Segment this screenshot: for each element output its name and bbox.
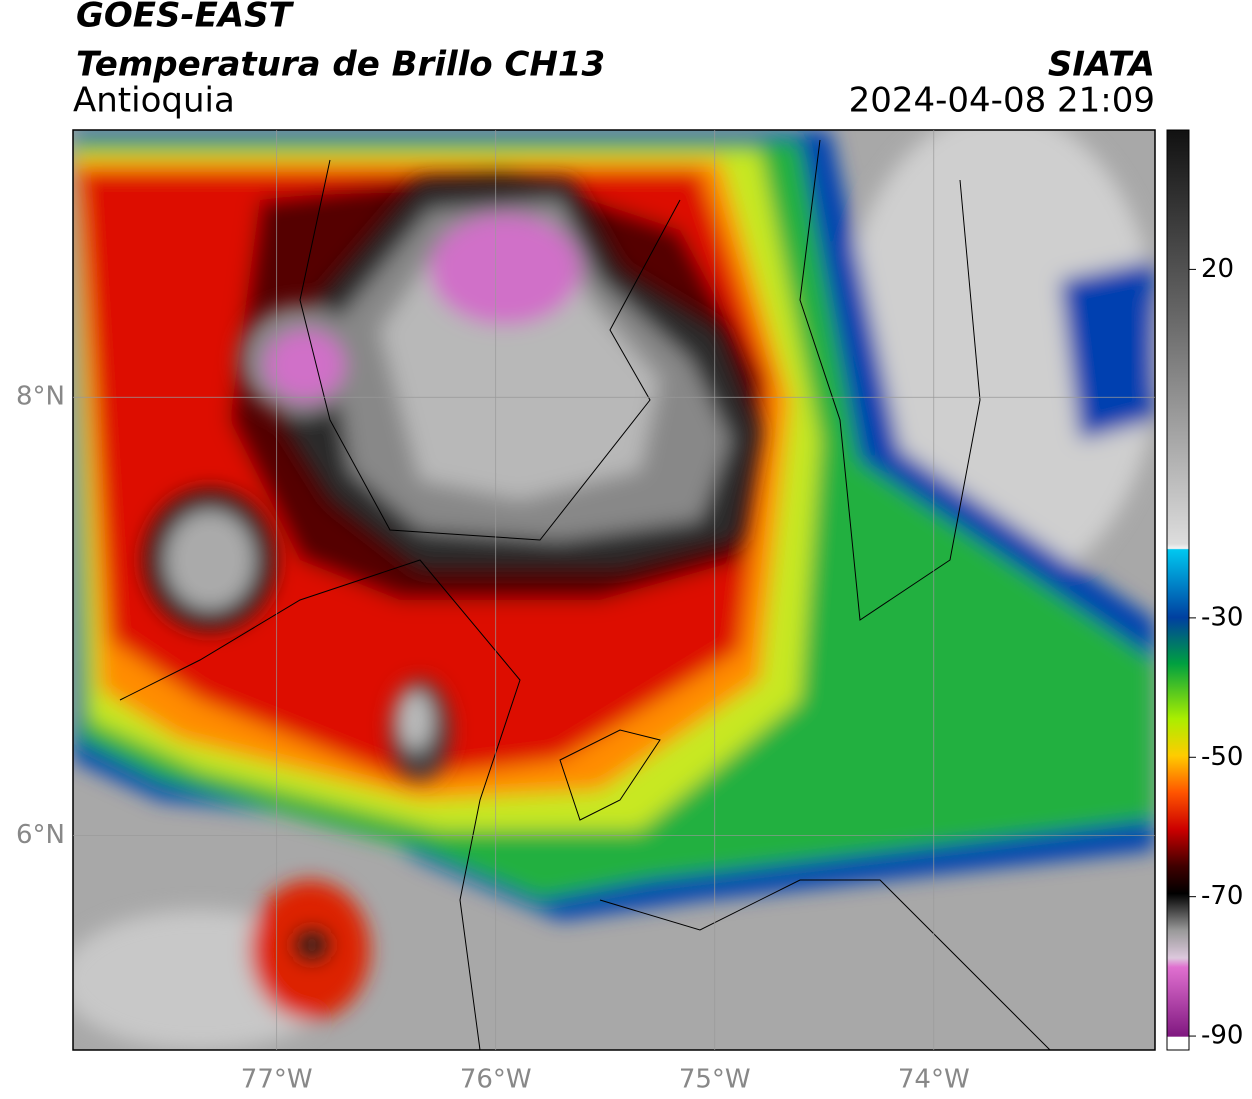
region: Antioquia <box>73 81 235 121</box>
colorbar-tick-label: -50 <box>1201 742 1243 772</box>
datetime: 2024-04-08 21:09 <box>849 81 1155 121</box>
y-tick-label: 6°N <box>16 820 65 850</box>
x-tick-label: 74°W <box>898 1065 970 1095</box>
subtitle: Temperatura de Brillo CH13 <box>76 45 605 85</box>
agency: SIATA <box>1048 45 1155 85</box>
colorbar-tick-label: 20 <box>1201 254 1234 284</box>
map-frame <box>72 129 1156 1051</box>
title: GOES-EAST <box>76 0 295 36</box>
colorbar-tick-label: -70 <box>1201 881 1243 911</box>
colorbar-tick-label: -90 <box>1201 1021 1243 1051</box>
x-tick-label: 77°W <box>241 1065 313 1095</box>
x-tick-label: 76°W <box>460 1065 532 1095</box>
satellite-image <box>73 130 1155 1050</box>
x-tick-label: 75°W <box>679 1065 751 1095</box>
colorbar <box>1166 129 1190 1051</box>
y-tick-label: 8°N <box>16 382 65 412</box>
colorbar-tick-label: -30 <box>1201 602 1243 632</box>
